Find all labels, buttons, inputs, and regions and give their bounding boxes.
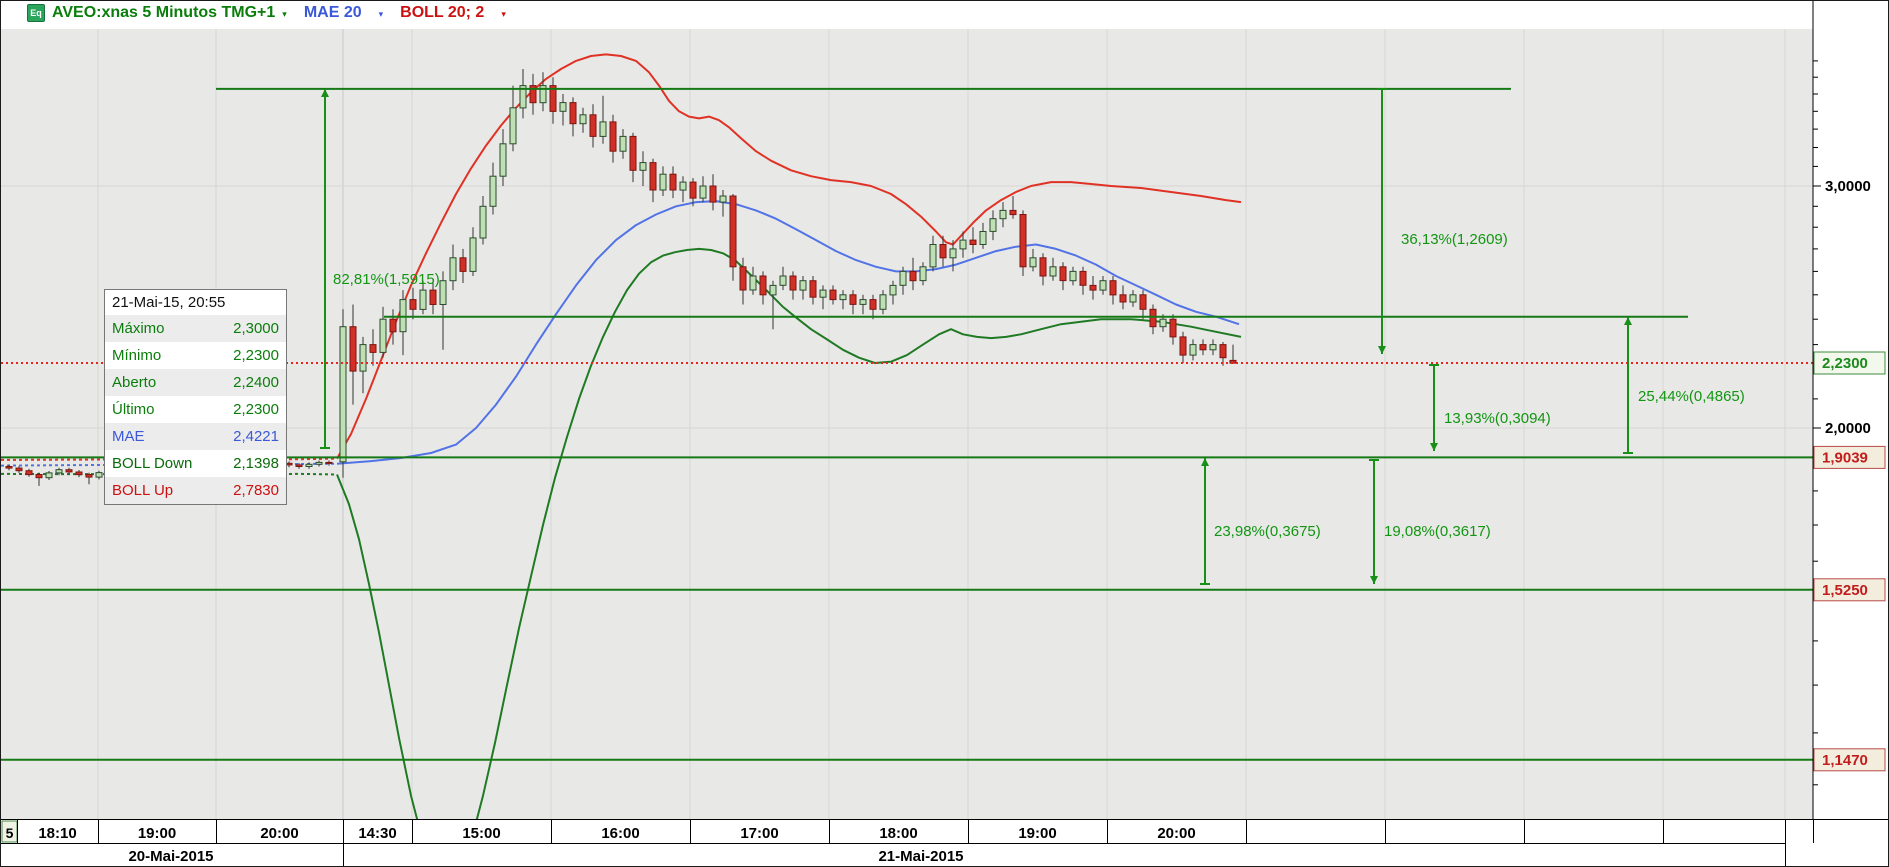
tooltip-row: MAE 2,4221 <box>105 423 286 450</box>
tooltip-timestamp: 21-Mai-15, 20:55 <box>105 290 286 315</box>
tooltip-row-value: 2,7830 <box>233 482 279 499</box>
svg-text:17:00: 17:00 <box>740 825 778 842</box>
svg-text:2,0000: 2,0000 <box>1825 420 1871 437</box>
svg-text:20:00: 20:00 <box>1157 825 1195 842</box>
tooltip-row-label: Mínimo <box>112 347 162 364</box>
tooltip-row-label: Aberto <box>112 374 157 391</box>
svg-text:18:10: 18:10 <box>38 825 76 842</box>
svg-text:14:30: 14:30 <box>358 825 396 842</box>
svg-text:19,08%(0,3617): 19,08%(0,3617) <box>1384 523 1491 540</box>
price-marker[interactable]: 1,5250 <box>1813 578 1886 602</box>
tooltip-row: BOLL Up 2,7830 <box>105 477 286 504</box>
svg-text:19:00: 19:00 <box>1018 825 1056 842</box>
price-marker[interactable]: 1,1470 <box>1813 748 1886 772</box>
svg-text:5: 5 <box>6 825 14 841</box>
price-marker[interactable]: 1,9039 <box>1813 445 1886 469</box>
svg-text:36,13%(1,2609): 36,13%(1,2609) <box>1401 231 1508 248</box>
tooltip-row: Aberto 2,2400 <box>105 369 286 396</box>
svg-text:18:00: 18:00 <box>879 825 917 842</box>
svg-text:3,0000: 3,0000 <box>1825 178 1871 195</box>
support-resistance-levels[interactable] <box>1 87 1813 761</box>
svg-text:82,81%(1,5915): 82,81%(1,5915) <box>333 271 440 288</box>
tooltip-row-value: 2,2400 <box>233 374 279 391</box>
price-grid <box>1 29 1813 819</box>
tooltip-row-value: 2,4221 <box>233 428 279 445</box>
equity-icon: Eq <box>27 4 45 22</box>
tooltip-row-label: Máximo <box>112 320 165 337</box>
tooltip-row-label: Último <box>112 401 155 418</box>
svg-text:16:00: 16:00 <box>601 825 639 842</box>
price-axis[interactable]: 3,0000 2,0000 2,2300 1,9039 1,5250 1,1470 <box>1812 1 1886 867</box>
svg-text:1,5250: 1,5250 <box>1822 582 1868 599</box>
instrument-dropdown-icon[interactable]: ▾ <box>282 8 287 19</box>
boll-indicator-label[interactable]: BOLL 20; 2 <box>400 4 485 21</box>
mae-indicator-label[interactable]: MAE 20 <box>303 4 362 21</box>
date-label: 21-Mai-2015 <box>878 848 963 865</box>
svg-text:20:00: 20:00 <box>260 825 298 842</box>
ohlc-tooltip: 21-Mai-15, 20:55 Máximo 2,3000 Mínimo 2,230… <box>104 289 287 505</box>
svg-text:19:00: 19:00 <box>138 825 176 842</box>
tooltip-row: Último 2,2300 <box>105 396 286 423</box>
svg-text:15:00: 15:00 <box>462 825 500 842</box>
time-axis[interactable]: 5 18:10 19:00 20:00 14:30 15:00 16:00 17:00 18:0… <box>1 819 1889 867</box>
svg-text:1,9039: 1,9039 <box>1822 449 1868 466</box>
tooltip-row: Máximo 2,3000 <box>105 315 286 342</box>
svg-text:23,98%(0,3675): 23,98%(0,3675) <box>1214 523 1321 540</box>
boll-dropdown-icon[interactable]: ▾ <box>501 8 506 19</box>
plot-background <box>1 29 1813 819</box>
candlestick-layer <box>5 69 1237 486</box>
svg-text:13,93%(0,3094): 13,93%(0,3094) <box>1444 410 1551 427</box>
mae-dropdown-icon[interactable]: ▾ <box>378 8 384 19</box>
tooltip-row: Mínimo 2,2300 <box>105 342 286 369</box>
instrument-title[interactable]: AVEO:xnas 5 Minutos TMG+1 <box>52 4 276 21</box>
tooltip-row-value: 2,1398 <box>233 455 279 472</box>
svg-text:25,44%(0,4865): 25,44%(0,4865) <box>1638 388 1745 405</box>
measurement-arrows[interactable] <box>320 88 1633 585</box>
tooltip-row-value: 2,2300 <box>233 401 279 418</box>
date-label: 20-Mai-2015 <box>128 848 213 865</box>
tooltip-row-label: BOLL Down <box>112 455 193 472</box>
chart-legend-bar: Eq AVEO:xnas 5 Minutos TMG+1 ▾ MAE 20 ▾ … <box>27 4 506 22</box>
tooltip-row-value: 2,3000 <box>233 320 279 337</box>
tooltip-row-label: MAE <box>112 428 145 445</box>
percent-annotations: 82,81%(1,5915) 36,13%(1,2609) 13,93%(0,309… <box>333 231 1745 540</box>
svg-text:1,1470: 1,1470 <box>1822 752 1868 769</box>
price-marker[interactable]: 2,2300 <box>1813 351 1886 375</box>
tooltip-row-value: 2,2300 <box>233 347 279 364</box>
svg-text:2,2300: 2,2300 <box>1822 355 1868 372</box>
tooltip-row: BOLL Down 2,1398 <box>105 450 286 477</box>
tooltip-row-label: BOLL Up <box>112 482 174 499</box>
